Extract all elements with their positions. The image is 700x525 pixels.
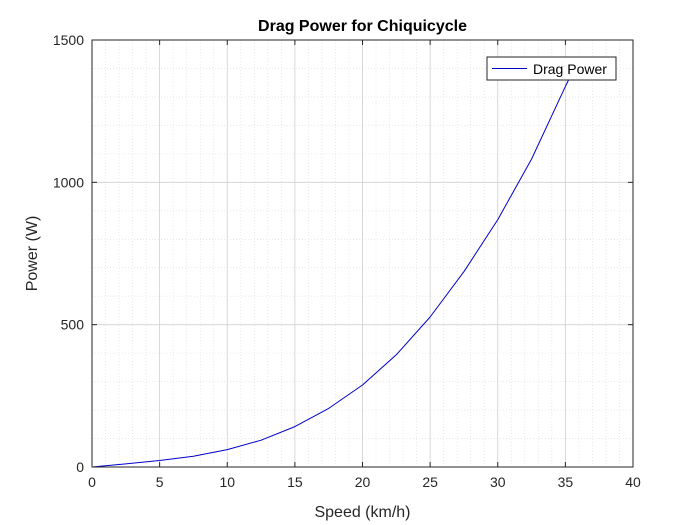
legend: Drag Power	[486, 56, 617, 81]
y-axis-ticks: 0 500 1000 1500	[53, 32, 633, 475]
legend-box	[486, 56, 617, 81]
y-tick-label: 500	[61, 317, 85, 333]
x-tick-label: 5	[156, 474, 164, 490]
x-tick-label: 15	[287, 474, 303, 490]
x-tick-label: 0	[88, 474, 96, 490]
chart-title: Drag Power for Chiquicycle	[258, 18, 467, 35]
x-axis-label: Speed (km/h)	[314, 504, 410, 521]
y-tick-label: 1000	[53, 174, 84, 190]
x-axis-ticks: 0 5 10 15 20 25 30 35 40	[88, 40, 641, 490]
series-layer	[91, 64, 577, 468]
y-axis-label: Power (W)	[24, 216, 41, 292]
x-tick-label: 40	[625, 474, 641, 490]
x-tick-label: 35	[558, 474, 574, 490]
legend-label: Drag Power	[533, 61, 607, 77]
y-tick-label: 1500	[53, 32, 84, 48]
series-line-drag-power	[91, 64, 577, 468]
x-tick-label: 30	[490, 474, 506, 490]
y-tick-label: 0	[76, 459, 84, 475]
minor-grid	[92, 40, 633, 467]
x-tick-label: 20	[355, 474, 371, 490]
x-tick-label: 10	[219, 474, 235, 490]
x-tick-label: 25	[422, 474, 438, 490]
